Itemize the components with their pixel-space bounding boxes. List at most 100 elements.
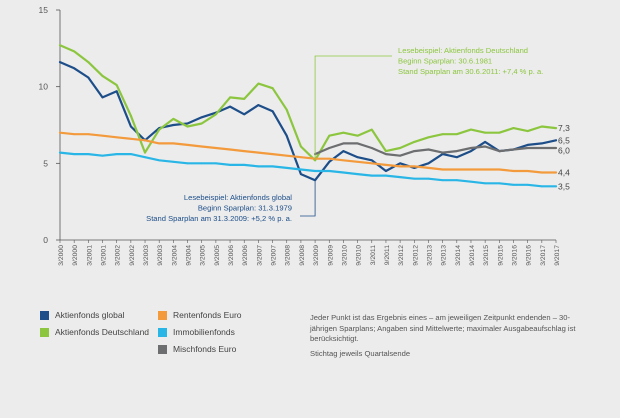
legend-item-mischfonds-euro: Mischfonds Euro [158,344,236,354]
annotation-text-deutschland: Beginn Sparplan: 30.6.1981 [398,57,492,66]
data-point-aktienfonds-deutschland [214,113,217,116]
x-tick-label: 3/2007 [256,245,263,266]
data-point-aktienfonds-deutschland [243,98,246,100]
data-point-rentenfonds-euro [229,148,231,151]
footnote: Jeder Punkt ist das Ergebnis eines – am … [310,313,580,363]
annotation-text-deutschland: Stand Sparplan am 30.6.2011: +7,4 % p. a… [398,67,543,76]
x-tick-label: 3/2001 [86,245,93,266]
x-tick-label: 3/2015 [483,245,490,266]
data-point-aktienfonds-deutschland [427,136,430,139]
data-point-immobilienfonds [455,179,458,182]
x-tick-label: 9/2004 [186,245,193,266]
data-point-rentenfonds-euro [144,139,146,142]
x-tick-label: 9/2010 [356,245,363,266]
data-point-mischfonds-euro [526,147,529,149]
x-tick-label: 3/2016 [511,245,518,266]
data-point-aktienfonds-deutschland [158,128,161,131]
data-point-aktienfonds-deutschland [413,140,416,143]
data-point-rentenfonds-euro [186,144,189,146]
x-tick-label: 3/2010 [341,245,348,266]
annotation-text-global: Lesebeispiel: Aktienfonds global [184,193,292,202]
x-tick-label: 3/2017 [540,245,547,266]
legend-swatch [158,344,167,354]
data-point-mischfonds-euro [356,142,359,145]
data-point-mischfonds-euro [413,150,416,152]
data-point-aktienfonds-deutschland [300,145,302,148]
data-point-rentenfonds-euro [328,157,331,160]
end-value-label: 4,4 [558,168,570,178]
series-line-aktienfonds-deutschland [58,44,558,162]
legend-swatch [158,327,167,337]
data-point-mischfonds-euro [385,153,387,156]
data-point-mischfonds-euro [328,147,331,149]
data-point-immobilienfonds [470,180,472,183]
data-point-immobilienfonds [328,170,331,172]
x-tick-label: 9/2017 [554,245,561,266]
annotation-leader-deutschland [314,55,392,161]
legend-label: Rentenfonds Euro [173,310,242,320]
legend-item-aktienfonds-global: Aktienfonds global [40,310,124,320]
data-point-mischfonds-euro [555,147,557,149]
data-point-immobilienfonds [356,173,359,175]
data-point-immobilienfonds [271,165,274,168]
data-point-immobilienfonds [200,162,203,165]
data-point-immobilienfonds [243,163,246,166]
data-point-rentenfonds-euro [243,150,246,152]
x-tick-label: 9/2006 [242,245,249,266]
data-point-aktienfonds-deutschland [455,133,458,136]
data-point-mischfonds-euro [484,145,487,148]
data-point-rentenfonds-euro [370,162,373,165]
data-point-immobilienfonds [87,153,90,156]
data-point-rentenfonds-euro [342,159,345,162]
data-point-aktienfonds-global [370,159,373,162]
data-point-aktienfonds-deutschland [512,127,515,129]
annotation-leader-global [300,180,316,217]
data-point-rentenfonds-euro [427,167,430,169]
data-point-aktienfonds-global [59,61,61,64]
x-tick-label: 3/2014 [455,245,462,266]
data-point-mischfonds-euro [540,147,543,149]
data-point-aktienfonds-global [243,113,246,116]
legend-label: Aktienfonds global [55,310,125,320]
data-point-rentenfonds-euro [300,156,302,159]
end-value-label: 6,0 [558,145,570,155]
x-tick-label: 9/2015 [497,245,504,266]
data-point-rentenfonds-euro [455,168,458,171]
x-tick-label: 3/2003 [143,245,150,266]
end-value-label: 6,5 [558,135,570,145]
data-point-aktienfonds-deutschland [356,134,359,137]
series-line-aktienfonds-global [58,60,558,182]
data-point-aktienfonds-deutschland [144,151,146,154]
x-tick-label: 3/2009 [313,245,320,266]
data-point-aktienfonds-global [342,150,345,152]
data-point-aktienfonds-deutschland [385,150,387,152]
data-point-rentenfonds-euro [115,136,118,139]
data-point-aktienfonds-global [399,162,402,165]
end-value-label: 3,5 [558,181,570,191]
series-line-mischfonds-euro [314,142,558,157]
data-point-immobilienfonds [441,179,444,182]
x-tick-label: 3/2005 [200,245,207,266]
data-point-aktienfonds-global [129,125,132,128]
data-point-rentenfonds-euro [512,170,515,172]
data-point-aktienfonds-global [115,90,118,93]
x-tick-label: 3/2008 [285,245,292,266]
data-point-mischfonds-euro [427,148,430,151]
data-point-immobilienfonds [526,183,529,186]
data-point-rentenfonds-euro [158,142,161,145]
data-point-rentenfonds-euro [555,171,557,174]
data-point-aktienfonds-global [441,153,444,156]
data-point-aktienfonds-deutschland [399,147,402,149]
data-point-rentenfonds-euro [172,142,175,145]
data-point-aktienfonds-global [555,139,557,142]
data-point-aktienfonds-deutschland [555,127,557,129]
data-point-aktienfonds-global [285,134,288,137]
data-point-aktienfonds-global [271,110,274,113]
data-point-rentenfonds-euro [200,145,203,148]
data-point-immobilienfonds [427,177,430,180]
data-point-aktienfonds-deutschland [172,117,175,120]
data-point-immobilienfonds [186,162,189,165]
data-point-aktienfonds-global [172,124,175,126]
data-point-immobilienfonds [385,174,387,177]
x-tick-label: 9/2013 [441,245,448,266]
